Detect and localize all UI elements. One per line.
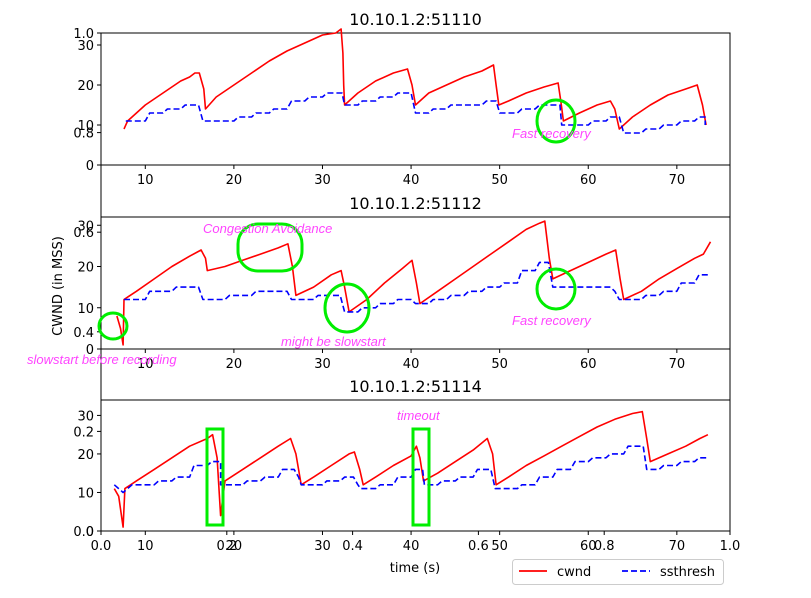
subplot-title: 10.10.1.2:51114 <box>349 377 482 396</box>
overlay-y-tick-label: 0.8 <box>73 127 94 142</box>
legend-cwnd-label: cwnd <box>557 565 591 580</box>
highlights <box>97 98 577 527</box>
highlight-rect-timeout-2 <box>411 427 431 527</box>
x-axis-label: time (s) <box>390 561 440 576</box>
subplot-51114: 10.10.1.2:51114 10 20 30 40 50 60 70 0 10 20 30 <box>77 377 731 554</box>
y-tick-label: 10 <box>77 119 94 134</box>
legend-ssthresh-label: ssthresh <box>660 565 715 580</box>
x-tick-label: 10 <box>137 357 154 372</box>
overlay-y-tick-label: 0.4 <box>73 326 94 341</box>
x-tick-label: 10 <box>137 539 154 554</box>
annotation-congestion-avoidance: Congestion Avoidance <box>203 221 332 236</box>
x-tick-label: 60 <box>580 357 597 372</box>
x-tick-label: 30 <box>314 357 331 372</box>
x-tick-label: 70 <box>669 539 686 554</box>
y-tick-label: 30 <box>77 39 94 54</box>
y-tick-label: 10 <box>77 486 94 501</box>
y-tick-label: 0 <box>86 159 94 174</box>
highlight-circle-slowstart <box>323 282 371 334</box>
series-cwnd-line <box>123 28 707 130</box>
subplot-51110: 10.10.1.2:51110 10 20 30 40 50 60 70 0 10 20 30 <box>77 10 731 188</box>
series-ssthresh-line <box>124 261 711 313</box>
x-tick-label: 40 <box>403 539 420 554</box>
overlay-y-tick-label: 0.0 <box>73 525 94 540</box>
annotation-fast-recovery-2: Fast recovery <box>512 313 592 328</box>
overlay-y-tick-label: 1.0 <box>73 27 94 42</box>
y-tick-label: 30 <box>77 219 94 234</box>
highlight-circle-fast-recovery-1 <box>535 98 577 144</box>
x-tick-label: 50 <box>491 357 508 372</box>
x-tick-label: 70 <box>669 173 686 188</box>
plot-frame <box>100 32 731 166</box>
x-tick-label: 20 <box>226 357 243 372</box>
highlight-circle-fast-recovery-2 <box>535 267 577 311</box>
y-tick-label: 0 <box>86 525 94 540</box>
legend-frame <box>512 559 724 585</box>
y-tick-label: 30 <box>77 409 94 424</box>
x-tick-label: 20 <box>226 539 243 554</box>
series-ssthresh-line <box>125 92 706 134</box>
x-tick-label: 30 <box>314 173 331 188</box>
overlay-x-tick-label: 1.0 <box>720 539 741 554</box>
plot-frame <box>100 216 731 350</box>
x-tick-label: 50 <box>491 173 508 188</box>
plot-frame <box>100 399 731 532</box>
x-tick-label: 10 <box>137 173 154 188</box>
highlight-circle-slowstart-before <box>97 311 129 341</box>
subplot-title: 10.10.1.2:51112 <box>349 194 482 213</box>
y-tick-label: 0 <box>86 343 94 358</box>
annotation-fast-recovery-1: Fast recovery <box>512 126 592 141</box>
y-tick-label: 10 <box>77 302 94 317</box>
overlay-x-tick-label: 0.4 <box>342 539 363 554</box>
x-tick-label: 40 <box>403 173 420 188</box>
series-cwnd-line <box>116 220 712 346</box>
y-tick-label: 20 <box>77 448 94 463</box>
overlay-x-tick-label: 0.0 <box>91 539 112 554</box>
subplot-title: 10.10.1.2:51110 <box>349 10 482 29</box>
x-tick-label: 40 <box>403 357 420 372</box>
overlay-bottom-ticks: 0.0 0.2 0.4 0.6 0.8 1.0 <box>91 531 741 554</box>
legend: cwnd ssthresh <box>512 559 724 585</box>
subplot-51112: 10.10.1.2:51112 10 20 30 40 50 60 70 0 10 20 30 <box>77 194 731 372</box>
overlay-x-tick-label: 0.6 <box>468 539 489 554</box>
highlight-congestion-avoidance <box>236 222 304 273</box>
x-tick-label: 60 <box>580 173 597 188</box>
x-tick-label: 50 <box>491 539 508 554</box>
annotation-might-be-slowstart: might be slowstart <box>281 334 387 349</box>
series-ssthresh-line <box>113 445 708 494</box>
x-tick-label: 20 <box>226 173 243 188</box>
overlay-y-tick-label: 0.2 <box>73 425 94 440</box>
highlight-rect-timeout-1 <box>205 427 225 527</box>
y-tick-label: 20 <box>77 79 94 94</box>
overlay-left-ticks: 0.0 0.2 0.4 0.6 0.8 1.0 <box>73 27 101 540</box>
overlay-y-tick-label: 0.6 <box>73 226 94 241</box>
y-tick-label: 20 <box>77 261 94 276</box>
annotation-timeout: timeout <box>397 408 441 423</box>
x-tick-label: 70 <box>669 357 686 372</box>
y-axis-label: CWND (in MSS) <box>51 236 66 336</box>
overlay-x-tick-label: 0.8 <box>594 539 615 554</box>
x-tick-label: 30 <box>314 539 331 554</box>
overlay-x-tick-label: 0.2 <box>216 539 237 554</box>
annotation-slowstart-before-recording: slowstart before recording <box>27 352 177 367</box>
series-cwnd-line <box>113 410 709 528</box>
x-tick-label: 60 <box>580 539 597 554</box>
